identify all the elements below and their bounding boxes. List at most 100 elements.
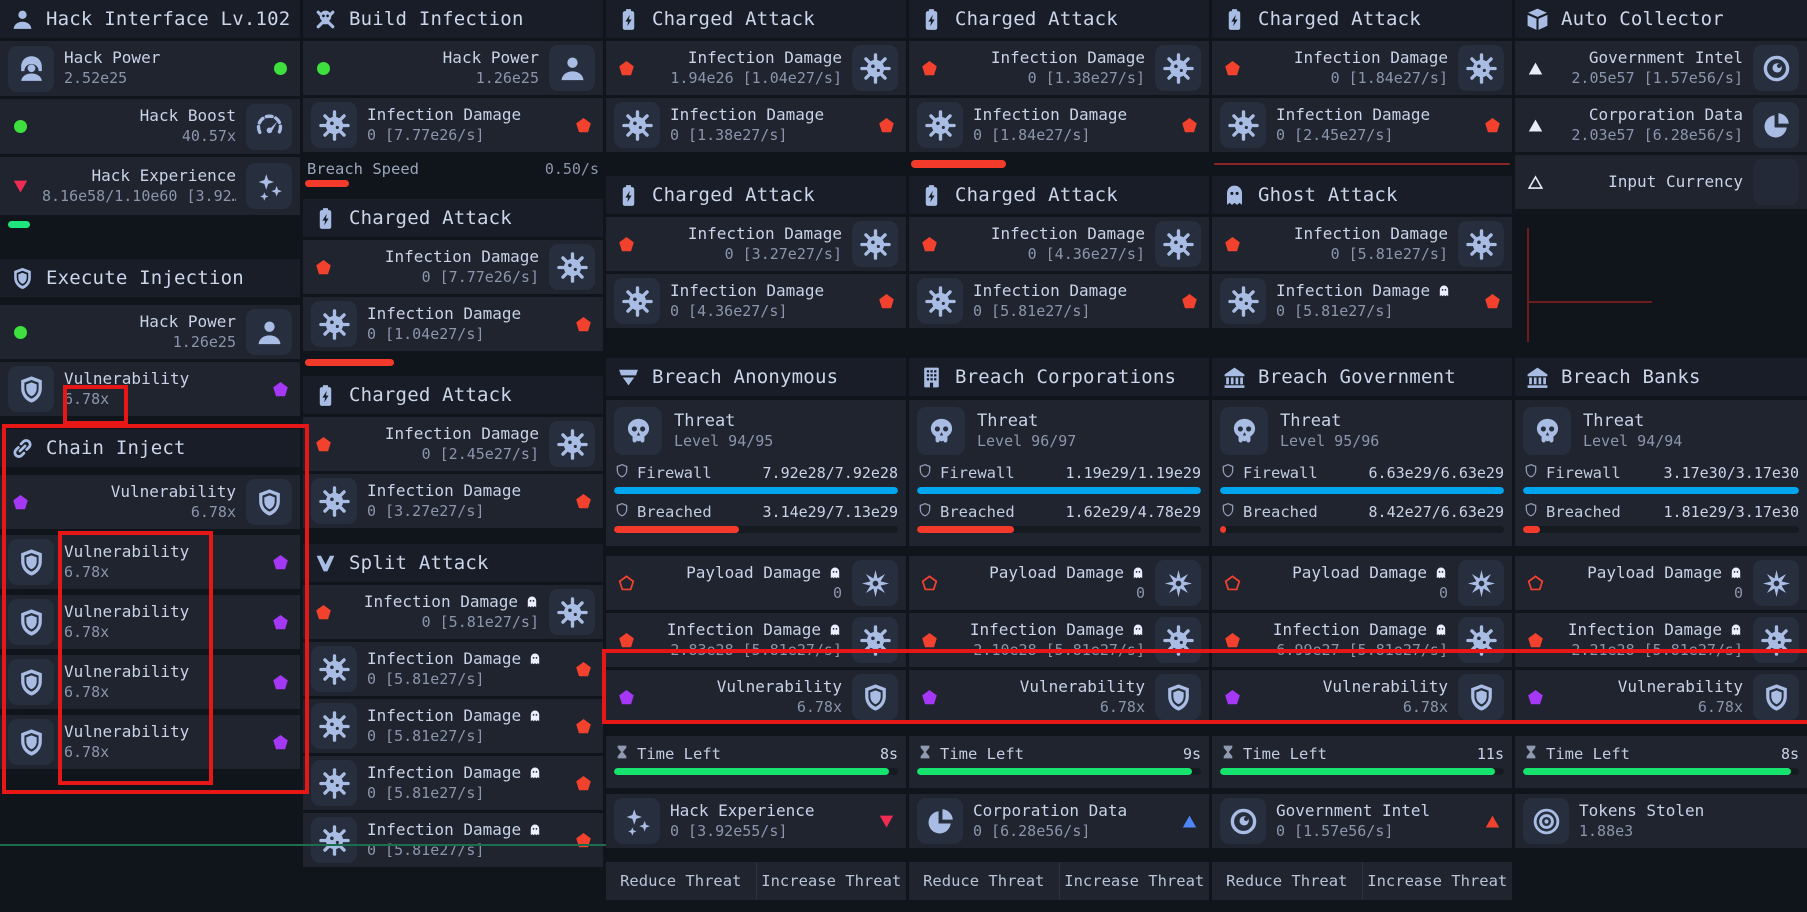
hack-power-row[interactable]: Hack Power 1.26e25: [303, 41, 603, 95]
infection-damage-row[interactable]: Infection Damage 2.10e28 [5.81e27/s]: [909, 613, 1209, 667]
infection-damage-row[interactable]: Infection Damage 0 [5.81e27/s]: [1212, 217, 1512, 271]
payload-damage-row[interactable]: Payload Damage 0: [606, 556, 906, 610]
infection-damage-row[interactable]: Infection Damage 0 [1.84e27/s]: [909, 98, 1209, 152]
stat-value: 8.42e27/6.63e29: [1368, 503, 1504, 521]
row-label: Hack Experience: [42, 166, 237, 187]
vulnerability-row[interactable]: Vulnerability 6.78x: [0, 535, 300, 589]
vulnerability-row[interactable]: Vulnerability 6.78x: [909, 670, 1209, 724]
time-left-panel: Time Left 9s: [909, 736, 1209, 788]
row-label: Hack Power: [42, 312, 236, 333]
pent-icon: [1224, 632, 1240, 647]
row-label: Infection Damage: [951, 48, 1145, 69]
infection-damage-row[interactable]: Infection Damage 0 [1.04e27/s]: [303, 297, 603, 351]
infection-damage-row[interactable]: Infection Damage 0 [4.36e27/s]: [909, 217, 1209, 271]
payload-damage-row[interactable]: Payload Damage 0: [1212, 556, 1512, 610]
infection-damage-row[interactable]: Infection Damage 0 [5.81e27/s]: [303, 642, 603, 696]
infection-damage-row[interactable]: Infection Damage 0 [2.45e27/s]: [303, 417, 603, 471]
row-value: 1.94e26 [1.04e27/s]: [670, 68, 842, 87]
corporation-data-row[interactable]: Corporation Data 2.03e57 [6.28e56/s]: [1515, 98, 1807, 152]
infection-damage-row[interactable]: Infection Damage 0 [5.81e27/s]: [303, 699, 603, 753]
hack-experience-row[interactable]: Hack Experience 8.16e58/1.10e60 [3.92…: [0, 157, 300, 215]
vulnerability-row[interactable]: Vulnerability 6.78x: [0, 655, 300, 709]
hack-power-row[interactable]: Hack Power 2.52e25: [0, 41, 300, 96]
row-value: 6.78x: [190, 502, 236, 521]
infection-damage-row[interactable]: Infection Damage 0 [1.38e27/s]: [606, 98, 906, 152]
infection-damage-row[interactable]: Infection Damage 1.94e26 [1.04e27/s]: [606, 41, 906, 95]
infection-damage-row[interactable]: Infection Damage 0 [2.45e27/s]: [1212, 98, 1512, 152]
hack-power-row[interactable]: Hack Power 1.26e25: [0, 305, 300, 359]
input-currency-row[interactable]: Input Currency: [1515, 155, 1807, 209]
infection-damage-row[interactable]: Infection Damage 0 [5.81e27/s]: [303, 813, 603, 867]
infection-damage-row[interactable]: Infection Damage 0 [3.27e27/s]: [606, 217, 906, 271]
pent-glyph: [1220, 688, 1244, 707]
stat-value: 1.81e29/3.17e30: [1663, 503, 1799, 521]
person-icon: [246, 309, 292, 355]
shield-icon: [8, 366, 54, 412]
infection-damage-row[interactable]: Infection Damage 0 [3.27e27/s]: [303, 474, 603, 528]
firewall-bar: [1523, 487, 1799, 494]
row-label: Infection Damage: [648, 620, 842, 641]
vulnerability-row[interactable]: Vulnerability 6.78x: [1515, 670, 1807, 724]
infection-damage-row[interactable]: Infection Damage 0 [5.81e27/s]: [909, 274, 1209, 328]
corporation-data-row[interactable]: Corporation Data 0 [6.28e56/s]: [909, 794, 1209, 848]
vulnerability-row[interactable]: Vulnerability 6.78x: [0, 715, 300, 769]
row-label-text: Infection Damage: [666, 619, 821, 639]
row-label-text: Tokens Stolen: [1579, 800, 1705, 820]
row-text: Infection Damage 6.99e27 [5.81e27/s]: [1254, 620, 1448, 660]
vulnerability-row[interactable]: Vulnerability 6.78x: [0, 362, 300, 416]
breached-bar: [917, 526, 1201, 533]
shield-sm-icon: [1523, 502, 1539, 522]
infection-damage-row[interactable]: Infection Damage 0 [1.38e27/s]: [909, 41, 1209, 95]
row-label-text: Infection Damage: [367, 303, 522, 323]
row-label: Infection Damage: [367, 820, 561, 841]
shield-icon: [8, 659, 54, 705]
vulnerability-row[interactable]: Vulnerability 6.78x: [0, 475, 300, 529]
vulnerability-row[interactable]: Vulnerability 6.78x: [606, 670, 906, 724]
infection-damage-row[interactable]: Infection Damage 2.83e28 [5.81e27/s]: [606, 613, 906, 667]
stat-line: Time Left 8s: [1523, 741, 1799, 767]
vulnerability-row[interactable]: Vulnerability 6.78x: [1212, 670, 1512, 724]
row-label-text: Infection Damage: [367, 762, 522, 782]
row-value: 1.26e25: [172, 332, 236, 351]
infection-damage-row[interactable]: Infection Damage 2.21e28 [5.81e27/s]: [1515, 613, 1807, 667]
infection-damage-row[interactable]: Infection Damage 0 [1.84e27/s]: [1212, 41, 1512, 95]
row-value: 6.78x: [1402, 697, 1448, 716]
infection-damage-row[interactable]: Infection Damage 0 [5.81e27/s]: [303, 756, 603, 810]
threat-text: Threat Level 96/97: [977, 410, 1201, 452]
row-value: 0 [5.81e27/s]: [421, 612, 539, 631]
row-text: Infection Damage 0 [5.81e27/s]: [973, 281, 1167, 321]
column-build-infection: Build Infection Hack Power 1.26e25 Infectio…: [303, 0, 603, 867]
row-text: Infection Damage 0 [2.45e27/s]: [1276, 105, 1470, 145]
infection-damage-row[interactable]: Infection Damage 0 [7.77e26/s]: [303, 240, 603, 294]
pent-icon: [315, 259, 331, 274]
row-text: Infection Damage 0 [2.45e27/s]: [345, 424, 539, 464]
hack-experience-row[interactable]: Hack Experience 0 [3.92e55/s]: [606, 794, 906, 848]
vulnerability-row[interactable]: Vulnerability 6.78x: [0, 595, 300, 649]
government-intel-row[interactable]: Government Intel 2.05e57 [1.57e56/s]: [1515, 41, 1807, 95]
payload-damage-row[interactable]: Payload Damage 0: [909, 556, 1209, 610]
virus-icon: [311, 301, 357, 347]
pent-icon: [878, 117, 894, 132]
threat-title: Threat: [674, 411, 736, 432]
infection-damage-row[interactable]: Infection Damage 0 [4.36e27/s]: [606, 274, 906, 328]
government-intel-row[interactable]: Government Intel 0 [1.57e56/s]: [1212, 794, 1512, 848]
payload-damage-row[interactable]: Payload Damage 0: [1515, 556, 1807, 610]
row-label: Infection Damage: [1276, 105, 1470, 126]
row-label-text: Infection Damage: [670, 280, 825, 300]
row-text: Infection Damage 0 [1.38e27/s]: [670, 105, 864, 145]
infection-damage-row[interactable]: Infection Damage 0 [5.81e27/s]: [1212, 274, 1512, 328]
hack-boost-row[interactable]: Hack Boost 40.57x: [0, 99, 300, 154]
tokens-stolen-row[interactable]: Tokens Stolen 1.88e3: [1515, 794, 1807, 848]
infection-damage-row[interactable]: Infection Damage 6.99e27 [5.81e27/s]: [1212, 613, 1512, 667]
row-label-text: Corporation Data: [1588, 104, 1743, 124]
infection-damage-row[interactable]: Infection Damage 0 [5.81e27/s]: [303, 585, 603, 639]
battery-icon: [1222, 7, 1247, 32]
skull-icon: [1220, 407, 1268, 455]
row-label: Infection Damage: [648, 224, 842, 245]
virus-icon: [1458, 617, 1504, 663]
row-text: Infection Damage 0 [4.36e27/s]: [951, 224, 1145, 264]
infection-damage-row[interactable]: Infection Damage 0 [7.77e26/s]: [303, 98, 603, 152]
pent-icon: [272, 674, 288, 689]
ghost-icon: [1437, 283, 1451, 297]
threat-panel: Threat Level 94/94 Firewall 3.17e30/3.17e30…: [1515, 400, 1807, 546]
